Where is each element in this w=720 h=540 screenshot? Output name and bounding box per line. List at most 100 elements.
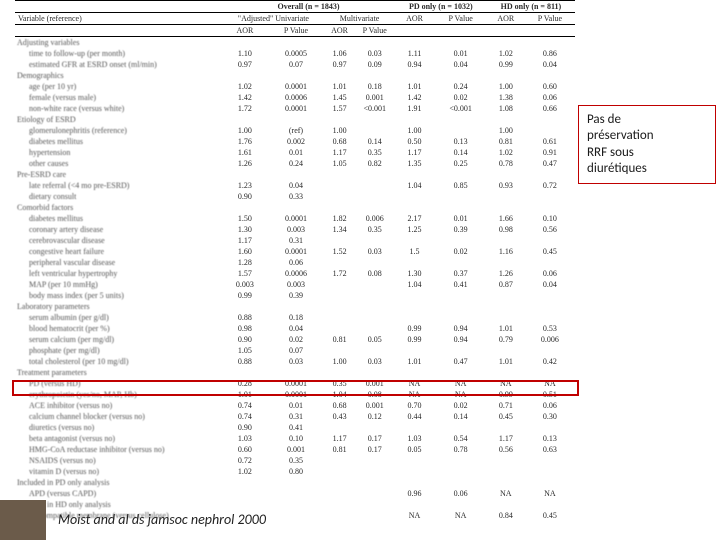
- cell: 1.17: [222, 235, 267, 246]
- cell: 1.02: [222, 466, 267, 477]
- cell: [324, 191, 354, 202]
- table-row: late referral (<4 mo pre-ESRD)1.230.041.…: [15, 180, 575, 191]
- cell: 1.16: [487, 246, 525, 257]
- cell: [355, 455, 395, 466]
- cell: [434, 455, 486, 466]
- cell: 0.68: [324, 400, 354, 411]
- cell: 0.0001: [268, 378, 325, 389]
- cell: [355, 510, 395, 521]
- cell: 1.02: [487, 48, 525, 59]
- cell: 0.14: [434, 411, 486, 422]
- cell: 1.26: [487, 268, 525, 279]
- cell: 0.63: [525, 444, 575, 455]
- cell: [525, 257, 575, 268]
- cell: 1.00: [324, 125, 354, 136]
- cell: [487, 312, 525, 323]
- cell: [222, 488, 267, 499]
- cell: 1.11: [395, 48, 435, 59]
- pvalue-header-1: P Value: [434, 13, 486, 25]
- cell: 1.02: [222, 81, 267, 92]
- cell: [525, 312, 575, 323]
- cell: [355, 312, 395, 323]
- cell: 0.12: [355, 411, 395, 422]
- cell: 0.84: [487, 510, 525, 521]
- cell: [487, 191, 525, 202]
- cell: 0.06: [525, 400, 575, 411]
- cell: 0.35: [355, 224, 395, 235]
- cell: 0.0001: [268, 213, 325, 224]
- cell: [355, 191, 395, 202]
- cell: 0.14: [434, 147, 486, 158]
- cell: 0.61: [525, 136, 575, 147]
- cell: 0.002: [268, 136, 325, 147]
- table-row: left ventricular hypertrophy1.570.00061.…: [15, 268, 575, 279]
- row-label: left ventricular hypertrophy: [15, 268, 222, 279]
- cell: 0.02: [434, 246, 486, 257]
- cell: 0.85: [434, 180, 486, 191]
- row-label: body mass index (per 5 units): [15, 290, 222, 301]
- table-row: estimated GFR at ESRD onset (ml/min)0.97…: [15, 59, 575, 70]
- cell: 0.03: [355, 356, 395, 367]
- cell: 1.34: [324, 224, 354, 235]
- cell: [434, 235, 486, 246]
- row-label: glomerulonephritis (reference): [15, 125, 222, 136]
- cell: 1.23: [222, 180, 267, 191]
- cell: 0.25: [434, 158, 486, 169]
- cell: 1.08: [487, 103, 525, 114]
- cell: 0.99: [395, 323, 435, 334]
- cell: 0.33: [268, 191, 325, 202]
- cell: 1.35: [395, 158, 435, 169]
- cell: [487, 455, 525, 466]
- table-row: age (per 10 yr)1.020.00011.010.181.010.2…: [15, 81, 575, 92]
- cell: [434, 257, 486, 268]
- cell: 1.00: [487, 81, 525, 92]
- cell: [434, 312, 486, 323]
- cell: [525, 125, 575, 136]
- cell: 0.10: [268, 433, 325, 444]
- row-label: peripheral vascular disease: [15, 257, 222, 268]
- cell: 0.94: [395, 59, 435, 70]
- cell: 0.18: [268, 312, 325, 323]
- pv-sub-1: P Value: [268, 25, 325, 37]
- cell: 0.60: [222, 444, 267, 455]
- row-label: APD (versus CAPD): [15, 488, 222, 499]
- cell: <0.001: [355, 103, 395, 114]
- cell: 1.06: [324, 48, 354, 59]
- cell: 0.14: [355, 136, 395, 147]
- cell: [525, 290, 575, 301]
- section-heading: Included in PD only analysis: [15, 477, 575, 488]
- table-row: beta antagonist (versus no)1.030.101.170…: [15, 433, 575, 444]
- cell: 0.72: [525, 180, 575, 191]
- row-label: serum calcium (per mg/dl): [15, 334, 222, 345]
- cell: 0.74: [222, 411, 267, 422]
- cell: 1.01: [487, 323, 525, 334]
- cell: 1.05: [222, 345, 267, 356]
- cell: 0.88: [222, 312, 267, 323]
- cell: 0.81: [487, 136, 525, 147]
- cell: 0.98: [487, 224, 525, 235]
- cell: NA: [434, 389, 486, 400]
- cell: 0.98: [222, 323, 267, 334]
- cell: 1.45: [324, 92, 354, 103]
- cell: 1.50: [222, 213, 267, 224]
- cell: 0.01: [268, 147, 325, 158]
- cell: 0.88: [222, 356, 267, 367]
- cell: 1.00: [324, 356, 354, 367]
- cell: <0.001: [434, 103, 486, 114]
- cell: 0.45: [487, 411, 525, 422]
- cell: 0.91: [525, 147, 575, 158]
- cell: 1.57: [324, 103, 354, 114]
- cell: [355, 235, 395, 246]
- aor-header-1: AOR: [395, 13, 435, 25]
- cell: 0.60: [525, 81, 575, 92]
- cell: 0.04: [268, 323, 325, 334]
- row-label: total cholesterol (per 10 mg/dl): [15, 356, 222, 367]
- cell: [324, 510, 354, 521]
- cell: 0.97: [324, 59, 354, 70]
- section-heading: Demographics: [15, 70, 575, 81]
- table-row: serum albumin (per g/dl)0.880.18: [15, 312, 575, 323]
- cell: 0.99: [487, 389, 525, 400]
- cell: NA: [395, 389, 435, 400]
- cell: [525, 455, 575, 466]
- cell: 1.00: [395, 125, 435, 136]
